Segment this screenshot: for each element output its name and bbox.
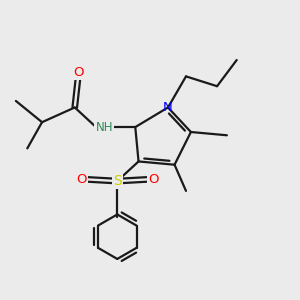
Text: NH: NH <box>95 121 113 134</box>
Text: O: O <box>76 173 86 186</box>
Text: O: O <box>73 66 83 79</box>
Text: S: S <box>113 174 122 188</box>
Text: O: O <box>148 173 158 186</box>
Text: N: N <box>163 101 173 114</box>
